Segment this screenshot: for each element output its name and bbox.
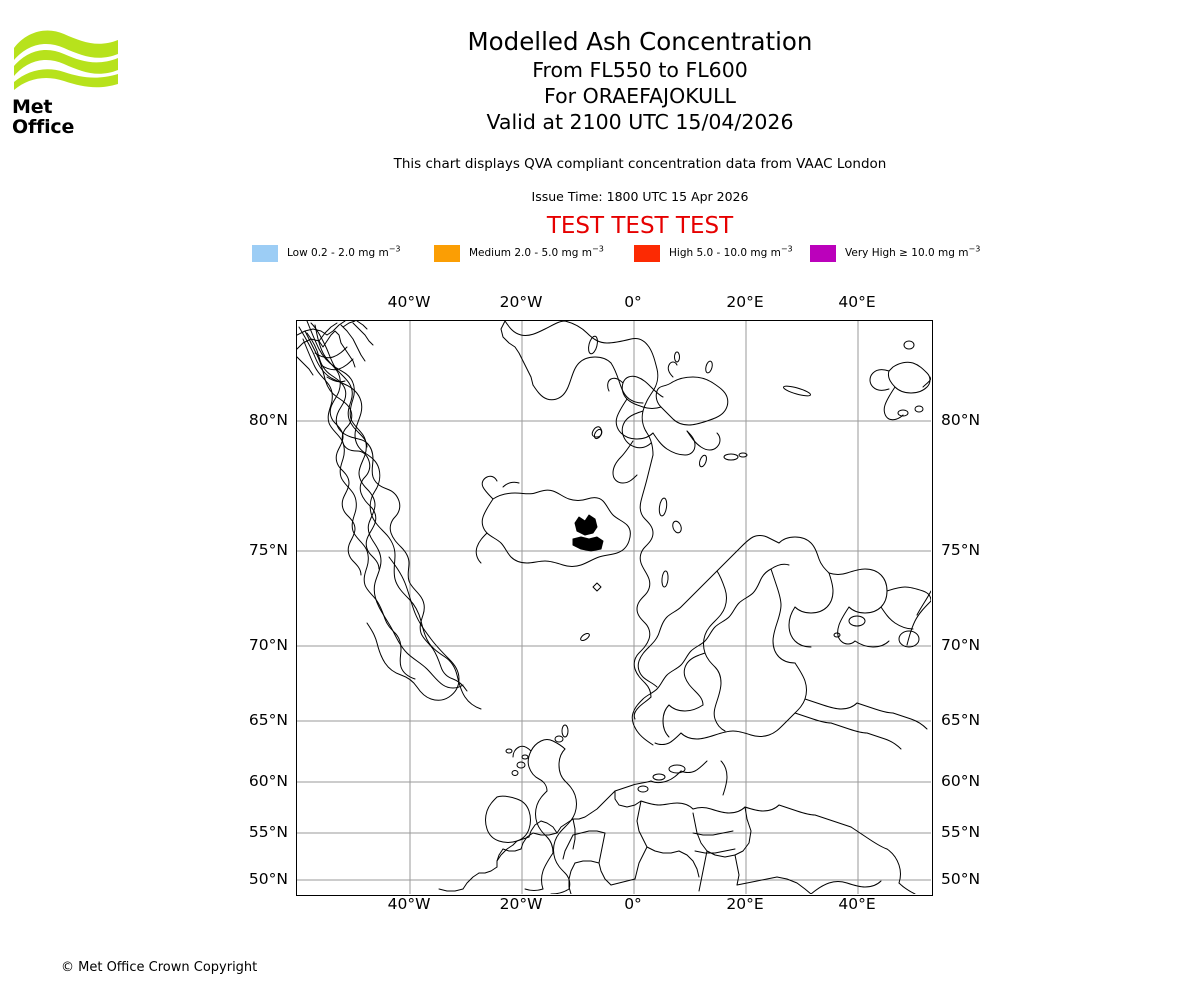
lat-label-right-2: 70°N — [941, 636, 981, 654]
lat-label-left-0: 80°N — [248, 411, 288, 429]
chart-title-block: Modelled Ash Concentration From FL550 to… — [150, 26, 1130, 135]
lat-label-left-4: 60°N — [248, 772, 288, 790]
met-office-logo-text: Met Office — [12, 96, 75, 138]
title-volcano: For ORAEFAJOKULL — [544, 84, 736, 108]
lon-label-top-3: 20°E — [726, 293, 764, 311]
volcano-marker — [585, 539, 589, 543]
lat-label-left-1: 75°N — [248, 541, 288, 559]
legend-item-low: Low 0.2 - 2.0 mg m−3 — [252, 243, 400, 263]
legend-label-high: High 5.0 - 10.0 mg m−3 — [669, 244, 793, 259]
lat-label-left-6: 50°N — [248, 870, 288, 888]
lat-label-right-0: 80°N — [941, 411, 981, 429]
lon-label-top-0: 40°W — [387, 293, 431, 311]
lon-label-bottom-0: 40°W — [387, 895, 431, 913]
legend-swatch-medium — [434, 244, 460, 262]
test-banner: TEST TEST TEST — [546, 213, 734, 239]
map-frame — [296, 320, 933, 896]
map-canvas — [297, 321, 931, 894]
legend-swatch-high — [634, 244, 660, 262]
met-office-logo: Met Office — [12, 24, 120, 137]
issue-time: Issue Time: 1800 UTC 15 Apr 2026 — [531, 189, 749, 204]
legend-swatch-very-high — [810, 244, 836, 262]
copyright-text: © Met Office Crown Copyright — [61, 960, 258, 975]
lat-label-left-5: 55°N — [248, 823, 288, 841]
map-coastlines — [297, 321, 931, 894]
lon-label-top-4: 40°E — [838, 293, 876, 311]
concentration-legend: Low 0.2 - 2.0 mg m−3 Medium 2.0 - 5.0 mg… — [252, 243, 992, 263]
lon-label-bottom-2: 0° — [624, 895, 642, 913]
lon-label-bottom-3: 20°E — [726, 895, 764, 913]
lon-label-bottom-1: 20°W — [499, 895, 543, 913]
lon-label-top-2: 0° — [624, 293, 642, 311]
met-office-wave-logo-icon — [14, 30, 118, 90]
lon-label-top-1: 20°W — [499, 293, 543, 311]
title-valid-time: Valid at 2100 UTC 15/04/2026 — [486, 110, 794, 134]
lat-label-left-2: 70°N — [248, 636, 288, 654]
qva-note: This chart displays QVA compliant concen… — [393, 156, 887, 172]
lat-label-right-3: 65°N — [941, 711, 981, 729]
lat-label-right-6: 50°N — [941, 870, 981, 888]
legend-item-medium: Medium 2.0 - 5.0 mg m−3 — [434, 243, 604, 263]
legend-label-medium: Medium 2.0 - 5.0 mg m−3 — [469, 244, 604, 259]
ash-concentration-map[interactable] — [296, 320, 933, 896]
map-gridlines — [297, 321, 931, 894]
lat-label-left-3: 65°N — [248, 711, 288, 729]
legend-item-high: High 5.0 - 10.0 mg m−3 — [634, 243, 793, 263]
legend-swatch-low — [252, 244, 278, 262]
lat-label-right-1: 75°N — [941, 541, 981, 559]
lat-label-right-5: 55°N — [941, 823, 981, 841]
title-flight-levels: From FL550 to FL600 — [532, 58, 748, 82]
legend-label-very-high: Very High ≥ 10.0 mg m−3 — [845, 244, 981, 259]
page-title: Modelled Ash Concentration — [467, 27, 813, 56]
legend-label-low: Low 0.2 - 2.0 mg m−3 — [287, 244, 401, 259]
lat-label-right-4: 60°N — [941, 772, 981, 790]
lon-label-bottom-4: 40°E — [838, 895, 876, 913]
legend-item-very-high: Very High ≥ 10.0 mg m−3 — [810, 243, 980, 263]
